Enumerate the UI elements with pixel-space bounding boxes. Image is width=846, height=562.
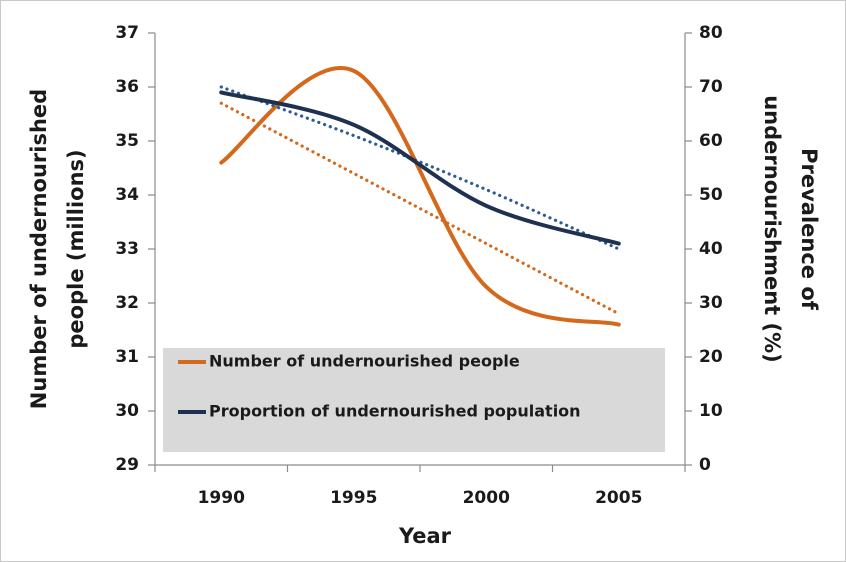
y-tick-label: 35 — [115, 131, 139, 151]
y2-tick-label: 30 — [699, 293, 723, 313]
y2-tick-label: 80 — [699, 23, 723, 43]
y-tick-label: 30 — [115, 401, 139, 421]
legend-label: Proportion of undernourished population — [209, 402, 581, 421]
y2-tick-label: 60 — [699, 131, 723, 151]
y-tick-label: 31 — [115, 347, 139, 367]
y-tick-label: 32 — [115, 293, 139, 313]
x-tick-label: 1990 — [198, 488, 245, 508]
y2-tick-label: 40 — [699, 239, 723, 259]
series-line — [219, 90, 621, 246]
y-axis-title: Number of undernourished — [27, 89, 51, 409]
y-axis-title: people (millions) — [64, 149, 88, 348]
x-tick-label: 2000 — [463, 488, 510, 508]
legend-label: Number of undernourished people — [209, 352, 520, 371]
y2-tick-label: 20 — [699, 347, 723, 367]
x-tick-label: 2005 — [595, 488, 642, 508]
y-tick-label: 33 — [115, 239, 139, 259]
y2-tick-label: 10 — [699, 401, 723, 421]
trend-line — [219, 101, 621, 316]
x-tick-label: 1995 — [330, 488, 377, 508]
y-tick-label: 37 — [115, 23, 139, 43]
y-tick-label: 34 — [115, 185, 139, 205]
y2-tick-label: 70 — [699, 77, 723, 97]
trend-line — [219, 85, 621, 251]
x-axis-title: Year — [398, 524, 452, 548]
y2-tick-label: 0 — [699, 455, 711, 475]
y2-axis-title: undernourishment (%) — [760, 95, 784, 363]
legend-box — [163, 348, 665, 452]
y2-axis-title: Prevalence of — [797, 148, 821, 311]
y-tick-label: 36 — [115, 77, 139, 97]
y2-tick-label: 50 — [699, 185, 723, 205]
y-tick-label: 29 — [115, 455, 139, 475]
